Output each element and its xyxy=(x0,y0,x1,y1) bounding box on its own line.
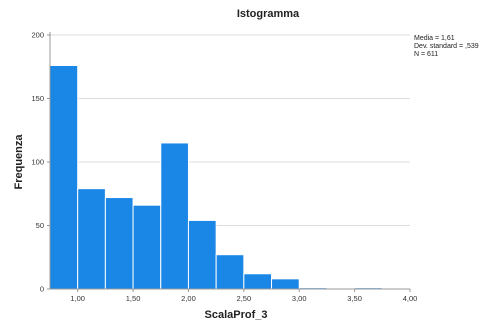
gridlines xyxy=(50,34,410,226)
x-tick-labels: 1,00 1,50 2,00 2,50 3,00 3,50 4,00 xyxy=(70,289,417,303)
y-tick-labels: 0 50 100 150 200 xyxy=(31,31,50,294)
y-axis-label: Frequenza xyxy=(13,134,25,190)
bars xyxy=(49,64,383,290)
x-tick-label: 1,00 xyxy=(70,294,85,303)
y-tick-label: 200 xyxy=(31,31,44,40)
chart-title: Istogramma xyxy=(237,8,300,20)
stats-line: Dev. standard = ,539 xyxy=(414,43,479,50)
histogram-bar xyxy=(215,254,245,290)
histogram-bar xyxy=(132,204,162,290)
histogram-bar xyxy=(49,64,79,290)
stats-line: N = 611 xyxy=(414,51,438,58)
x-tick-label: 3,50 xyxy=(347,294,362,303)
stats-line: Media = 1,61 xyxy=(414,35,455,42)
x-tick-label: 1,50 xyxy=(126,294,141,303)
y-tick-label: 0 xyxy=(40,285,44,294)
histogram-bar xyxy=(160,142,189,290)
histogram-bar xyxy=(77,188,106,290)
y-tick-label: 150 xyxy=(31,94,44,103)
x-tick-label: 3,00 xyxy=(292,294,307,303)
x-tick-label: 2,50 xyxy=(237,294,252,303)
x-axis-label: ScalaProf_3 xyxy=(205,309,268,321)
y-tick-label: 100 xyxy=(31,158,44,167)
x-tick-label: 2,00 xyxy=(181,294,196,303)
histogram-bar xyxy=(243,273,273,290)
histogram-bar xyxy=(271,278,300,290)
y-tick-label: 50 xyxy=(36,221,44,230)
histogram-bar xyxy=(187,219,217,290)
x-tick-label: 4,00 xyxy=(403,294,418,303)
axes xyxy=(49,32,410,290)
histogram-bar xyxy=(104,197,134,290)
